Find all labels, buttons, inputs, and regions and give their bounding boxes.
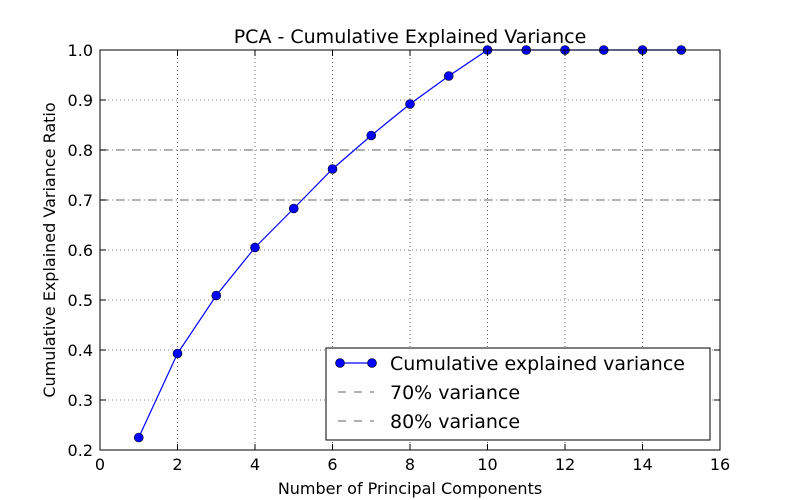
y-tick-label: 0.9 xyxy=(68,91,93,110)
x-tick-label: 2 xyxy=(172,455,182,474)
reference-lines xyxy=(100,149,720,201)
y-tick-label: 0.7 xyxy=(68,191,93,210)
x-tick-label: 4 xyxy=(250,455,260,474)
x-tick-label: 10 xyxy=(477,455,497,474)
y-tick-label: 0.4 xyxy=(68,341,93,360)
x-axis-label: Number of Principal Components xyxy=(278,479,542,498)
y-tick-label: 0.8 xyxy=(68,141,93,160)
legend-label-80: 80% variance xyxy=(390,411,520,433)
x-tick-label: 14 xyxy=(632,455,652,474)
y-tick-label: 0.3 xyxy=(68,391,93,410)
legend-label-series: Cumulative explained variance xyxy=(390,353,685,375)
y-tick-label: 0.5 xyxy=(68,291,93,310)
x-tick-label: 6 xyxy=(327,455,337,474)
data-point xyxy=(172,348,183,359)
data-point xyxy=(327,164,338,174)
axis-ticks: 0 2 4 6 8 10 12 14 16 0.2 0.3 0.4 0.5 0.6 0.7 0.8 0.9 1.0 xyxy=(68,41,731,474)
y-tick-label: 0.2 xyxy=(68,441,93,460)
data-point xyxy=(211,290,222,301)
legend-series-marker xyxy=(335,358,345,368)
x-tick-label: 8 xyxy=(405,455,415,474)
legend-series-marker xyxy=(367,358,377,368)
data-point xyxy=(405,99,415,109)
legend-label-70: 70% variance xyxy=(390,382,520,404)
y-axis-label: Cumulative Explained Variance Ratio xyxy=(40,102,59,397)
x-tick-label: 12 xyxy=(555,455,575,474)
data-point xyxy=(443,71,454,81)
legend: Cumulative explained variance 70% varian… xyxy=(325,347,711,441)
data-point xyxy=(250,242,260,253)
y-tick-label: 0.6 xyxy=(68,241,93,260)
data-point xyxy=(366,130,377,141)
x-tick-label: 0 xyxy=(95,455,105,474)
x-tick-label: 16 xyxy=(710,455,730,474)
y-tick-label: 1.0 xyxy=(68,41,93,60)
legend-box xyxy=(325,347,711,441)
data-point xyxy=(288,203,299,214)
data-point xyxy=(133,432,144,443)
chart-title: PCA - Cumulative Explained Variance xyxy=(234,26,587,48)
